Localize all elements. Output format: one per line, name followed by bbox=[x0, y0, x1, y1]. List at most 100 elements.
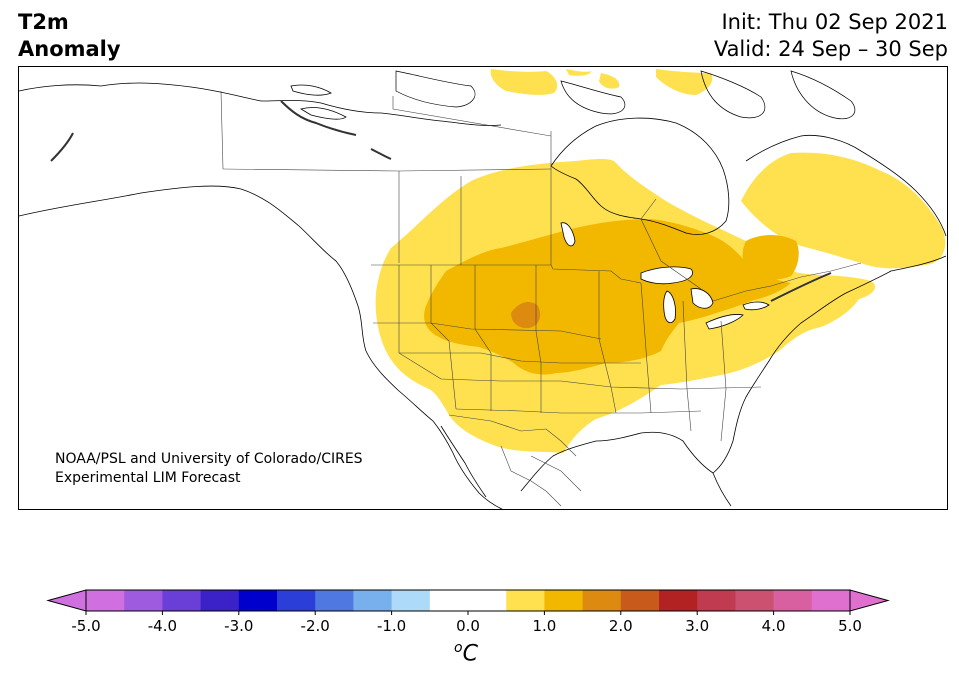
unit-letter: C bbox=[462, 641, 478, 667]
init-date: Init: Thu 02 Sep 2021 bbox=[721, 10, 948, 34]
us-state-row-4 bbox=[455, 408, 702, 414]
us-canada-border bbox=[371, 264, 642, 284]
colorbar-tick-label: 1.0 bbox=[532, 617, 556, 635]
us-state-col-8 bbox=[720, 320, 727, 442]
us-mexico-border bbox=[448, 414, 577, 457]
anomaly-level-2-main bbox=[424, 219, 791, 375]
colorbar-segment bbox=[468, 590, 507, 611]
colorbar-segment bbox=[353, 590, 393, 611]
great-slave-lake bbox=[299, 107, 347, 120]
us-state-col-5 bbox=[598, 271, 617, 414]
canada-arctic-div bbox=[392, 96, 552, 137]
colorbar-tick-label: 3.0 bbox=[685, 617, 709, 635]
colorbar-tick-label: 2.0 bbox=[609, 617, 633, 635]
colorbar-segment bbox=[735, 590, 775, 611]
hudson-bay bbox=[550, 117, 730, 235]
atlantic-coast bbox=[712, 255, 947, 474]
quebec-ontario bbox=[640, 198, 702, 290]
colorbar-tick-label: 5.0 bbox=[838, 617, 862, 635]
colorbar-segment bbox=[811, 590, 851, 611]
lake-huron bbox=[690, 288, 714, 309]
colorbar-tick-label: -4.0 bbox=[148, 617, 177, 635]
lake-superior bbox=[640, 266, 693, 285]
map-svg bbox=[19, 69, 947, 509]
colorbar-segment bbox=[773, 590, 813, 611]
us-state-row-2 bbox=[399, 352, 641, 364]
colorbar-unit: oC bbox=[454, 640, 478, 666]
anomaly-level-1-arctic-4 bbox=[599, 73, 620, 89]
colorbar-segment bbox=[162, 590, 202, 611]
river-mid bbox=[370, 148, 392, 160]
colorbar-segment bbox=[544, 590, 584, 611]
colorbar-segment bbox=[238, 590, 278, 611]
island-4 bbox=[790, 70, 856, 120]
title-line-1: T2m bbox=[18, 10, 69, 34]
anomaly-level-1-arctic-3 bbox=[566, 69, 591, 76]
arctic-coast bbox=[19, 82, 502, 126]
island-2 bbox=[560, 80, 626, 115]
credit-line-1: NOAA/PSL and University of Colorado/CIRE… bbox=[55, 451, 363, 467]
colorbar-tick-label: -3.0 bbox=[224, 617, 253, 635]
lake-ontario bbox=[742, 301, 770, 311]
yukon-river bbox=[50, 132, 74, 162]
colorbar-tick-label: -5.0 bbox=[71, 617, 100, 635]
credit-line-2: Experimental LIM Forecast bbox=[55, 470, 241, 486]
us-state-col-3 bbox=[474, 265, 492, 411]
colorbar-segment bbox=[391, 590, 431, 611]
valid-period: Valid: 24 Sep – 30 Sep bbox=[713, 37, 948, 61]
us-state-col-7 bbox=[682, 300, 692, 432]
island-3 bbox=[700, 70, 766, 119]
anomaly-level-1-arctic-1 bbox=[490, 69, 558, 95]
island-1 bbox=[395, 70, 476, 108]
colorbar-segment bbox=[429, 590, 469, 611]
florida bbox=[712, 472, 732, 507]
anomaly-level-1-arctic-2 bbox=[656, 69, 713, 95]
alaska-yukon-border bbox=[220, 90, 224, 170]
us-canada-border-east bbox=[712, 262, 862, 302]
us-state-col-4 bbox=[535, 265, 542, 413]
us-state-row-1 bbox=[373, 322, 602, 340]
colorbar-segment bbox=[582, 590, 622, 611]
colorbar-under-arrow bbox=[46, 589, 87, 612]
colorbar: -5.0 -4.0 -3.0 -2.0 -1.0 0.0 1.0 2.0 3.0 4.0 5.0 bbox=[46, 589, 890, 635]
colorbar-tick-label: 4.0 bbox=[762, 617, 786, 635]
colorbar-segment bbox=[620, 590, 660, 611]
pacific-coast bbox=[19, 185, 503, 509]
labrador-coast bbox=[745, 134, 947, 237]
colorbar-over-arrow bbox=[849, 589, 890, 612]
colorbar-tick-label: 0.0 bbox=[456, 617, 480, 635]
colorbar-segment bbox=[659, 590, 698, 611]
mexico-states bbox=[500, 445, 582, 507]
colorbar-tick-label: -1.0 bbox=[377, 617, 406, 635]
unit-degree: o bbox=[454, 640, 463, 656]
mackenzie-river bbox=[280, 100, 357, 136]
rivers bbox=[50, 100, 832, 302]
lake-michigan bbox=[663, 290, 676, 324]
colorbar-segment bbox=[277, 590, 316, 611]
lake-erie bbox=[705, 314, 744, 330]
credit-text: NOAA/PSL and University of Colorado/CIRE… bbox=[55, 450, 363, 488]
us-state-col-1 bbox=[398, 265, 442, 380]
anomaly-level-2-east bbox=[742, 235, 799, 280]
colorbar-segment bbox=[506, 590, 545, 611]
gulf-coast bbox=[520, 431, 714, 492]
baja-gulf-coast bbox=[440, 425, 487, 498]
colorbar-segment bbox=[697, 590, 736, 611]
us-state-col-2 bbox=[430, 265, 457, 410]
boundaries bbox=[220, 90, 862, 507]
anomaly-map bbox=[18, 66, 948, 510]
st-lawrence bbox=[770, 272, 832, 302]
title-line-2: Anomaly bbox=[18, 37, 121, 61]
canada-territories bbox=[222, 168, 552, 172]
colorbar-segment bbox=[315, 590, 354, 611]
forecast-info: Init: Thu 02 Sep 2021 Valid: 24 Sep – 30… bbox=[714, 9, 948, 63]
anomaly-fill bbox=[375, 69, 946, 453]
map-title: T2m Anomaly bbox=[18, 9, 121, 63]
arctic-islands bbox=[395, 70, 856, 120]
colorbar-segment bbox=[124, 590, 163, 611]
great-lakes bbox=[290, 84, 770, 330]
colorbar-tick-label: -2.0 bbox=[301, 617, 330, 635]
anomaly-level-3 bbox=[511, 301, 541, 329]
us-state-col-6 bbox=[640, 282, 652, 414]
great-bear-lake bbox=[290, 84, 332, 96]
